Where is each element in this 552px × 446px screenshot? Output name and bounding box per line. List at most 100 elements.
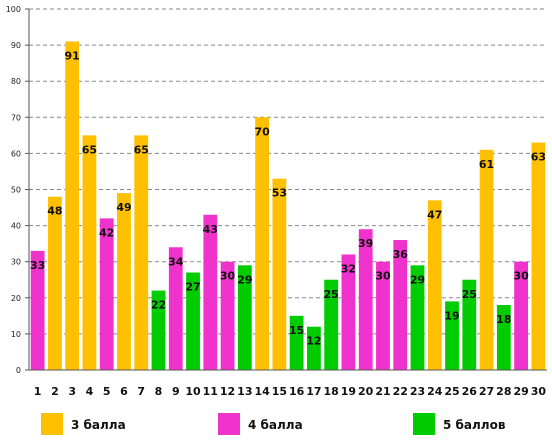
x-tick-label: 19 — [341, 385, 356, 398]
legend-swatch — [413, 413, 435, 435]
data-label: 70 — [254, 125, 270, 138]
x-tick-label: 16 — [289, 385, 305, 398]
x-tick-label: 20 — [358, 385, 374, 398]
bar — [82, 135, 97, 370]
x-tick-label: 12 — [220, 385, 235, 398]
x-tick-label: 3 — [68, 385, 76, 398]
bar — [99, 218, 114, 370]
x-tick-label: 1 — [34, 385, 42, 398]
data-label: 29 — [237, 273, 252, 286]
x-axis: 1 2 3 4 5 6 7 8 9 10 11 12 13 14 15 16 17 18 19 20 21 22 23 24 2… — [29, 369, 547, 398]
x-tick-label: 11 — [203, 385, 218, 398]
x-tick-label: 4 — [86, 385, 94, 398]
bar — [289, 315, 304, 370]
bar — [30, 250, 45, 370]
x-tick-label: 13 — [237, 385, 252, 398]
data-label: 33 — [30, 259, 45, 272]
bar — [496, 305, 511, 370]
y-tick-label: 50 — [11, 186, 21, 195]
x-tick-label: 21 — [375, 385, 390, 398]
bar — [376, 261, 390, 370]
x-tick-label: 17 — [306, 385, 321, 398]
gridlines — [29, 8, 547, 335]
y-tick-label: 60 — [11, 149, 21, 158]
x-tick-label: 26 — [462, 385, 478, 398]
bar — [203, 214, 218, 370]
y-tick-label: 80 — [11, 77, 21, 86]
bars — [30, 41, 546, 371]
bar — [255, 117, 269, 370]
y-tick-label: 0 — [16, 366, 21, 375]
x-tick-label: 8 — [155, 385, 163, 398]
data-label: 91 — [65, 49, 80, 62]
bar — [445, 301, 459, 370]
data-label: 30 — [513, 270, 529, 283]
bar — [307, 326, 321, 370]
x-tick-label: 15 — [272, 385, 287, 398]
y-tick-label: 20 — [11, 294, 21, 303]
bar — [358, 229, 373, 370]
x-tick-label: 23 — [410, 385, 425, 398]
y-tick-label: 90 — [11, 41, 21, 50]
x-tick-label: 30 — [531, 385, 547, 398]
bar — [65, 41, 80, 371]
bar — [341, 254, 356, 370]
data-label: 53 — [272, 187, 287, 200]
y-tick-label: 70 — [11, 113, 21, 122]
legend-label: 4 балла — [248, 418, 303, 432]
bar — [410, 265, 425, 370]
data-label: 43 — [203, 223, 218, 236]
x-tick-label: 10 — [185, 385, 201, 398]
legend-swatch — [218, 413, 240, 435]
data-label: 25 — [462, 288, 477, 301]
bar — [237, 265, 252, 370]
bar — [151, 290, 166, 370]
data-label: 49 — [116, 201, 131, 214]
bar — [393, 240, 408, 370]
data-label: 32 — [341, 262, 356, 275]
legend-label: 3 балла — [71, 418, 126, 432]
x-tick-label: 25 — [444, 385, 459, 398]
x-tick-label: 22 — [393, 385, 408, 398]
x-tick-label: 18 — [324, 385, 339, 398]
data-label: 47 — [427, 208, 442, 221]
bar — [324, 279, 339, 370]
bar — [427, 200, 442, 370]
x-tick-label: 29 — [513, 385, 528, 398]
bar — [272, 178, 287, 370]
data-label: 30 — [375, 270, 391, 283]
data-label: 30 — [220, 270, 236, 283]
x-tick-label: 9 — [172, 385, 180, 398]
data-label: 36 — [393, 248, 409, 261]
y-axis: 0 10 20 30 40 50 60 70 80 90 100 — [6, 5, 30, 375]
data-label: 61 — [479, 158, 494, 171]
data-label: 27 — [185, 281, 200, 294]
data-label: 39 — [358, 237, 373, 250]
bar — [531, 142, 546, 370]
data-label: 25 — [324, 288, 339, 301]
bar — [186, 272, 200, 370]
bar — [220, 261, 235, 370]
y-tick-label: 100 — [6, 5, 21, 14]
x-tick-label: 27 — [479, 385, 494, 398]
data-label: 29 — [410, 273, 425, 286]
bar — [117, 193, 131, 370]
data-label: 63 — [531, 151, 546, 164]
x-tick-label: 5 — [103, 385, 111, 398]
data-label: 15 — [289, 324, 304, 337]
data-label: 48 — [47, 205, 62, 218]
x-tick-label: 24 — [427, 385, 443, 398]
data-label: 34 — [168, 255, 184, 268]
data-label: 42 — [99, 226, 114, 239]
x-tick-label: 2 — [51, 385, 59, 398]
x-tick-label: 6 — [120, 385, 128, 398]
data-label: 12 — [306, 335, 321, 348]
legend-swatch — [41, 413, 63, 435]
bar — [462, 279, 477, 370]
y-tick-label: 10 — [11, 330, 21, 339]
y-tick-label: 40 — [11, 222, 21, 231]
bar — [479, 149, 494, 370]
x-tick-label: 14 — [254, 385, 270, 398]
bar — [514, 261, 528, 370]
